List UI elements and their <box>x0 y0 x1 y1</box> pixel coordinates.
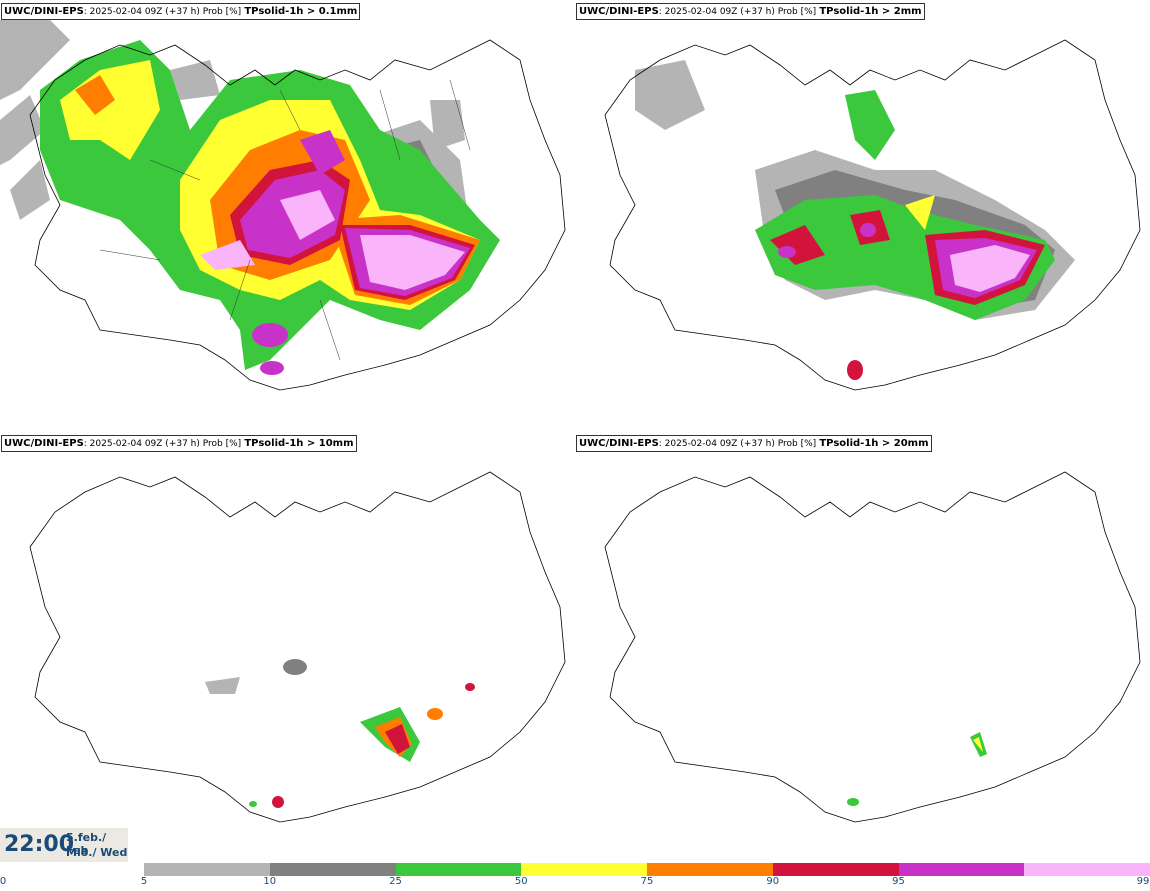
colorbar-ticks: 0 5 10 25 50 75 90 95 99 <box>0 876 1150 891</box>
colorbar <box>144 863 1150 876</box>
colorbar-segment <box>772 863 899 876</box>
colorbar-tick-label: 90 <box>766 876 780 887</box>
colorbar-segment <box>647 863 774 876</box>
map-panel-0.1mm: UWC/DINI-EPS: 2025-02-04 09Z (+37 h) Pro… <box>0 0 575 432</box>
valid-weekday: Mið./ Wed <box>66 846 128 859</box>
colorbar-tick-label: 75 <box>640 876 654 887</box>
variable-name: TPsolid-1h > 20mm <box>819 438 929 449</box>
panel-title: UWC/DINI-EPS: 2025-02-04 09Z (+37 h) Pro… <box>1 3 361 20</box>
run-info: : 2025-02-04 09Z (+37 h) Prob [%] <box>658 7 817 17</box>
colorbar-segment <box>521 863 648 876</box>
colorbar-tick-label: 95 <box>892 876 905 887</box>
colorbar-segment <box>144 863 271 876</box>
model-name: UWC/DINI-EPS <box>579 438 659 449</box>
valid-date: 5.feb./ Feb <box>66 831 107 857</box>
model-name: UWC/DINI-EPS <box>579 6 659 17</box>
probability-map <box>29 471 566 823</box>
colorbar-tick-label: 0 <box>0 876 7 887</box>
colorbar-tick-label: 10 <box>263 876 277 887</box>
variable-name: TPsolid-1h > 10mm <box>244 438 354 449</box>
map-panel-2mm: UWC/DINI-EPS: 2025-02-04 09Z (+37 h) Pro… <box>575 0 1150 432</box>
colorbar-tick-label: 5 <box>140 876 148 887</box>
map-panel-20mm: UWC/DINI-EPS: 2025-02-04 09Z (+37 h) Pro… <box>575 432 1150 864</box>
model-name: UWC/DINI-EPS <box>4 438 84 449</box>
colorbar-tick-label: 50 <box>514 876 528 887</box>
run-info: : 2025-02-04 09Z (+37 h) Prob [%] <box>83 439 242 449</box>
model-name: UWC/DINI-EPS <box>4 6 84 17</box>
panel-title: UWC/DINI-EPS: 2025-02-04 09Z (+37 h) Pro… <box>1 435 357 452</box>
probability-map <box>0 10 566 391</box>
colorbar-segment <box>898 863 1025 876</box>
run-info: : 2025-02-04 09Z (+37 h) Prob [%] <box>658 439 817 449</box>
colorbar-segment <box>1024 863 1150 876</box>
run-info: : 2025-02-04 09Z (+37 h) Prob [%] <box>83 7 242 17</box>
variable-name: TPsolid-1h > 2mm <box>819 6 922 17</box>
variable-name: TPsolid-1h > 0.1mm <box>244 6 358 17</box>
valid-time: 22:00 <box>4 832 75 857</box>
colorbar-tick-label: 25 <box>389 876 402 887</box>
panel-title: UWC/DINI-EPS: 2025-02-04 09Z (+37 h) Pro… <box>576 435 932 452</box>
colorbar-segment <box>269 863 396 876</box>
valid-time-box: 22:00 5.feb./ Feb Mið./ Wed <box>0 828 128 862</box>
colorbar-segment <box>395 863 522 876</box>
probability-map <box>604 39 1141 391</box>
map-panel-10mm: UWC/DINI-EPS: 2025-02-04 09Z (+37 h) Pro… <box>0 432 575 864</box>
colorbar-tick-label: 99 <box>1136 876 1150 887</box>
probability-map <box>604 471 1141 823</box>
panel-title: UWC/DINI-EPS: 2025-02-04 09Z (+37 h) Pro… <box>576 3 925 20</box>
